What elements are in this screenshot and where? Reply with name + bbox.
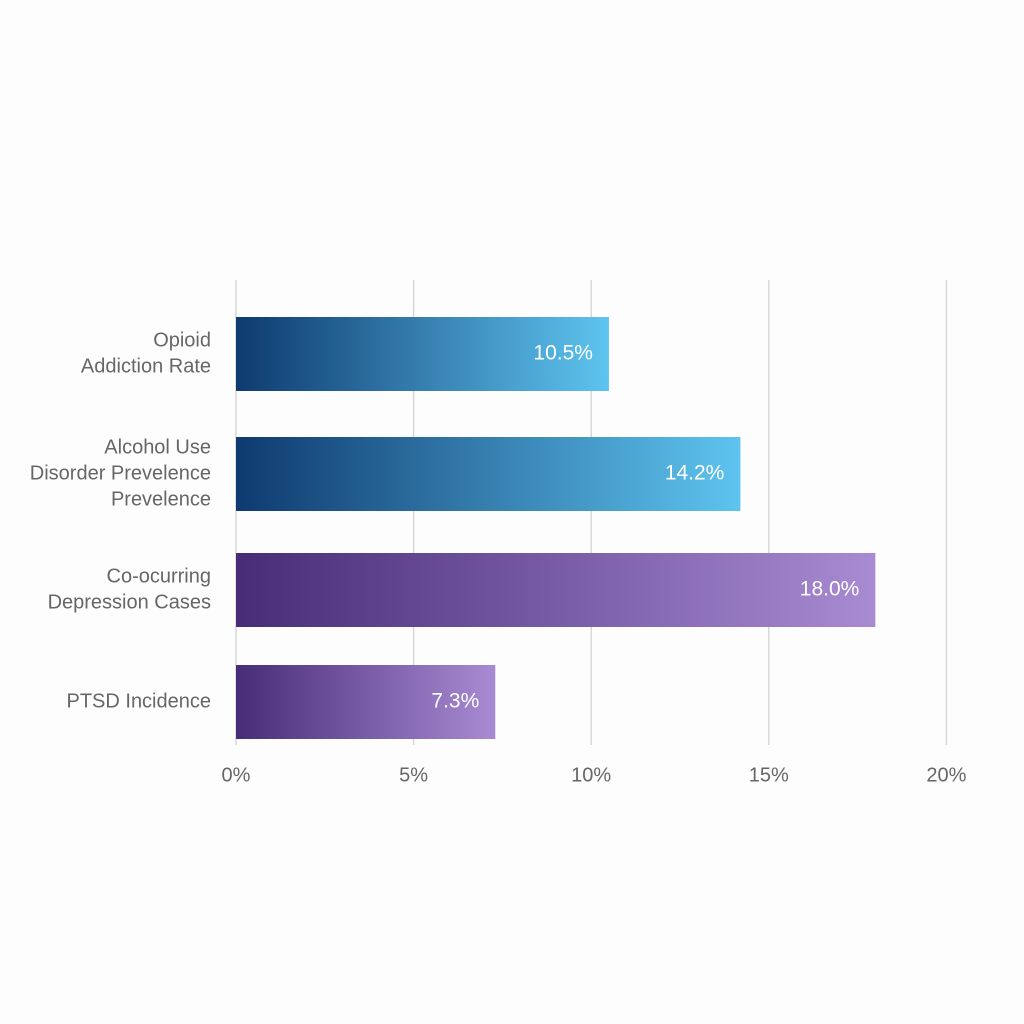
category-label: Co-ocurring (107, 565, 211, 587)
x-tick-label: 10% (571, 764, 611, 786)
bar (236, 437, 741, 511)
category-label: Opioid (153, 329, 211, 351)
category-label: Depression Cases (48, 591, 211, 613)
value-label: 14.2% (665, 462, 725, 485)
x-tick-label: 15% (749, 764, 789, 786)
category-label: Prevelence (111, 488, 211, 510)
category-label: Alcohol Use (104, 436, 211, 458)
bar (236, 317, 609, 391)
x-tick-label: 20% (926, 764, 966, 786)
x-tick-label: 0% (222, 764, 251, 786)
category-label: Addiction Rate (81, 355, 211, 377)
bar (236, 553, 876, 627)
value-label: 18.0% (800, 578, 860, 601)
value-label: 10.5% (533, 342, 593, 365)
bar (236, 665, 496, 739)
value-label: 7.3% (431, 690, 479, 713)
category-label: Disorder Prevelence (30, 462, 211, 484)
x-tick-label: 5% (399, 764, 428, 786)
category-label: PTSD Incidence (66, 690, 211, 712)
